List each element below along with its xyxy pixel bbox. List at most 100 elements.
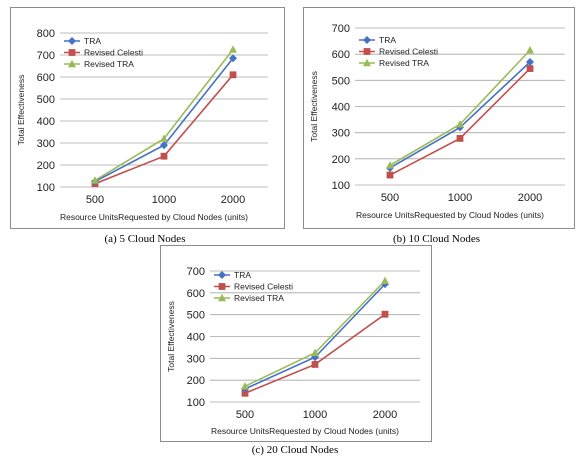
y-tick-label: 600 bbox=[187, 288, 205, 300]
x-tick-label: 1000 bbox=[303, 409, 327, 421]
legend-marker-square bbox=[68, 49, 76, 56]
data-point-triangle bbox=[456, 120, 464, 128]
data-point-triangle bbox=[160, 134, 168, 142]
y-axis-title: Total Effectiveness bbox=[166, 301, 176, 372]
y-tick-label: 600 bbox=[37, 72, 55, 84]
chart-svg-a: 100 200 300 400 500 600 700 800 500 1000 2000 Resou… bbox=[16, 28, 268, 222]
y-gridlines bbox=[210, 270, 420, 403]
x-tick-label: 500 bbox=[86, 194, 104, 206]
y-tick-label: 300 bbox=[37, 138, 55, 150]
x-tick-label: 2000 bbox=[518, 192, 542, 204]
y-gridlines bbox=[355, 27, 565, 186]
chart-caption-c: (c) 20 Cloud Nodes bbox=[251, 444, 339, 456]
y-tick-label: 500 bbox=[332, 75, 350, 87]
y-tick-label: 200 bbox=[187, 375, 205, 387]
chart-panel-c: 100 200 300 400 500 600 700 500 1000 2000 Resource… bbox=[150, 242, 440, 459]
data-point-square bbox=[456, 135, 464, 142]
series-revised-tra bbox=[241, 276, 389, 390]
x-tick-label: 1000 bbox=[152, 194, 176, 206]
y-axis-title: Total Effectiveness bbox=[309, 71, 319, 142]
y-tick-label: 200 bbox=[332, 154, 350, 166]
legend-label: Revised TRA bbox=[84, 59, 134, 69]
series-revised-tra bbox=[386, 46, 534, 169]
chart-svg-b: 100 200 300 400 500 600 700 500 1000 2000 Resource… bbox=[309, 23, 565, 220]
y-tick-label: 200 bbox=[37, 160, 55, 172]
data-point-triangle bbox=[311, 348, 319, 357]
legend-marker-diamond bbox=[68, 37, 76, 45]
data-point-triangle bbox=[229, 45, 237, 53]
series-revised-tra bbox=[91, 45, 237, 184]
data-point-triangle bbox=[386, 161, 394, 169]
legend-marker-triangle bbox=[68, 59, 76, 68]
y-tick-label: 100 bbox=[37, 182, 55, 194]
legend-marker-triangle bbox=[218, 293, 226, 302]
x-tick-label: 2000 bbox=[221, 194, 245, 206]
y-tick-label: 600 bbox=[332, 49, 350, 61]
chart-frame-b bbox=[303, 7, 575, 229]
legend-marker-triangle bbox=[363, 58, 371, 67]
data-point-square bbox=[229, 71, 237, 79]
y-tick-label: 100 bbox=[332, 180, 350, 192]
chart-caption-a: (a) 5 Cloud Nodes bbox=[104, 233, 186, 245]
chart-panel-b: 100 200 300 400 500 600 700 500 1000 2000 Resource… bbox=[295, 0, 578, 250]
series-line bbox=[94, 49, 234, 182]
x-tick-label: 2000 bbox=[373, 409, 397, 421]
y-tick-label: 400 bbox=[187, 332, 205, 344]
y-tick-label: 400 bbox=[37, 116, 55, 128]
legend-marker-diamond bbox=[363, 36, 371, 44]
chart-panel-a: 100 200 300 400 500 600 700 800 500 1000 2000 Resou… bbox=[0, 0, 290, 250]
legend-label: Revised TRA bbox=[234, 293, 284, 303]
y-tick-label: 300 bbox=[187, 353, 205, 365]
y-axis-title: Total Effectiveness bbox=[16, 75, 26, 146]
x-axis-title: Resource UnitsRequested by Cloud Nodes (… bbox=[211, 426, 399, 436]
y-tick-label: 700 bbox=[37, 50, 55, 62]
legend-label: Revised Celesti bbox=[84, 48, 143, 58]
series-line bbox=[389, 61, 531, 169]
data-point-diamond bbox=[160, 141, 168, 150]
legend-label: TRA bbox=[84, 36, 101, 46]
data-point-diamond bbox=[229, 54, 237, 63]
legend-marker-square bbox=[363, 48, 371, 55]
legend-label: Revised Celesti bbox=[379, 47, 438, 57]
data-point-triangle bbox=[241, 382, 249, 390]
y-tick-label: 800 bbox=[37, 28, 55, 40]
legend-label: TRA bbox=[234, 270, 251, 280]
data-point-square bbox=[381, 310, 389, 318]
series-revised-celesti bbox=[241, 310, 389, 397]
y-tick-label: 500 bbox=[37, 94, 55, 106]
series-tra bbox=[91, 54, 237, 186]
data-point-square bbox=[160, 152, 168, 160]
legend-label: Revised Celesti bbox=[234, 282, 293, 292]
x-tick-label: 500 bbox=[236, 409, 254, 421]
data-point-diamond bbox=[526, 58, 534, 67]
y-tick-label: 400 bbox=[332, 102, 350, 114]
y-tick-label: 700 bbox=[332, 23, 350, 35]
data-point-triangle bbox=[381, 276, 389, 285]
x-tick-label: 500 bbox=[381, 192, 399, 204]
data-point-square bbox=[386, 171, 394, 179]
legend-marker-diamond bbox=[218, 271, 226, 279]
series-revised-celesti bbox=[386, 65, 534, 179]
data-point-square bbox=[526, 65, 534, 72]
y-tick-label: 500 bbox=[187, 310, 205, 322]
x-axis-title: Resource UnitsRequested by Cloud Nodes (… bbox=[356, 210, 544, 220]
chart-frame-a bbox=[10, 7, 285, 229]
chart-caption-b: (b) 10 Cloud Nodes bbox=[392, 233, 481, 245]
y-tick-label: 700 bbox=[187, 266, 205, 278]
chart-frame-c bbox=[160, 245, 432, 442]
y-tick-label: 300 bbox=[332, 128, 350, 140]
legend-marker-square bbox=[218, 283, 226, 290]
legend-label: TRA bbox=[379, 35, 396, 45]
legend-label: Revised TRA bbox=[379, 58, 429, 68]
data-point-triangle bbox=[91, 176, 99, 184]
data-point-square bbox=[241, 389, 249, 397]
data-point-square bbox=[311, 361, 319, 368]
data-point-triangle bbox=[526, 46, 534, 54]
y-tick-label: 100 bbox=[187, 397, 205, 409]
x-axis-title: Resource UnitsRequested by Cloud Nodes (… bbox=[60, 212, 248, 222]
chart-svg-c: 100 200 300 400 500 600 700 500 1000 2000 Resource… bbox=[166, 266, 420, 436]
x-tick-label: 1000 bbox=[448, 192, 472, 204]
